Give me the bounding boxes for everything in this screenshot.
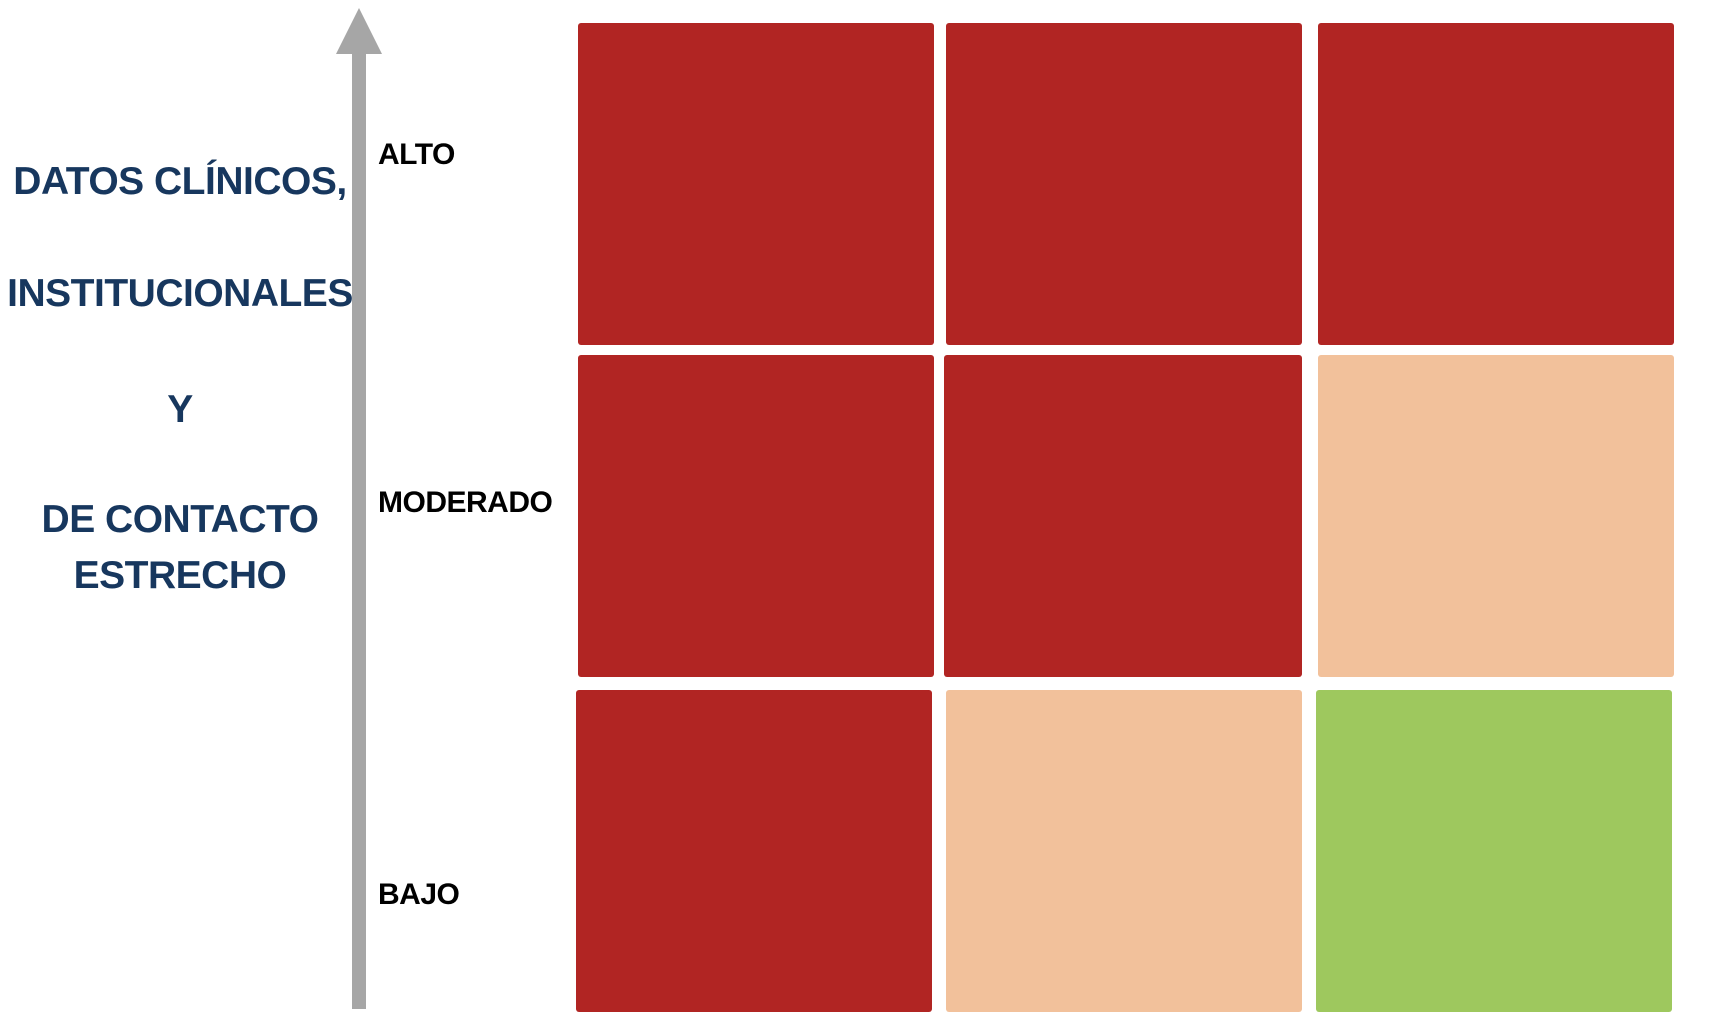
level-label-alto: ALTO <box>378 138 455 171</box>
risk-matrix <box>576 23 1676 1012</box>
level-label-moderado: MODERADO <box>378 486 553 519</box>
matrix-cell-r1-c3 <box>1318 23 1674 345</box>
arrow-shaft <box>352 52 366 1009</box>
axis-title-line-3: Y <box>167 388 193 431</box>
axis-title-line-5: ESTRECHO <box>73 554 287 597</box>
matrix-cell-r3-c2 <box>946 690 1302 1012</box>
arrow-head <box>336 8 382 54</box>
matrix-cell-r2-c1 <box>578 355 934 677</box>
matrix-cell-r1-c2 <box>946 23 1302 345</box>
matrix-cell-r1-c1 <box>578 23 934 345</box>
axis-title-line-2: INSTITUCIONALES <box>7 272 353 315</box>
matrix-cell-r2-c2 <box>944 355 1302 677</box>
matrix-cell-r3-c1 <box>576 690 932 1012</box>
vertical-axis-arrow-icon <box>336 8 382 1009</box>
level-label-bajo: BAJO <box>378 878 460 911</box>
axis-title-line-4: DE CONTACTO <box>41 498 319 541</box>
matrix-cell-r3-c3 <box>1316 690 1672 1012</box>
axis-title-line-1: DATOS CLÍNICOS, <box>13 160 347 203</box>
matrix-cell-r2-c3 <box>1318 355 1674 677</box>
axis-title: DATOS CLÍNICOS, INSTITUCIONALES Y DE CON… <box>0 0 360 1005</box>
